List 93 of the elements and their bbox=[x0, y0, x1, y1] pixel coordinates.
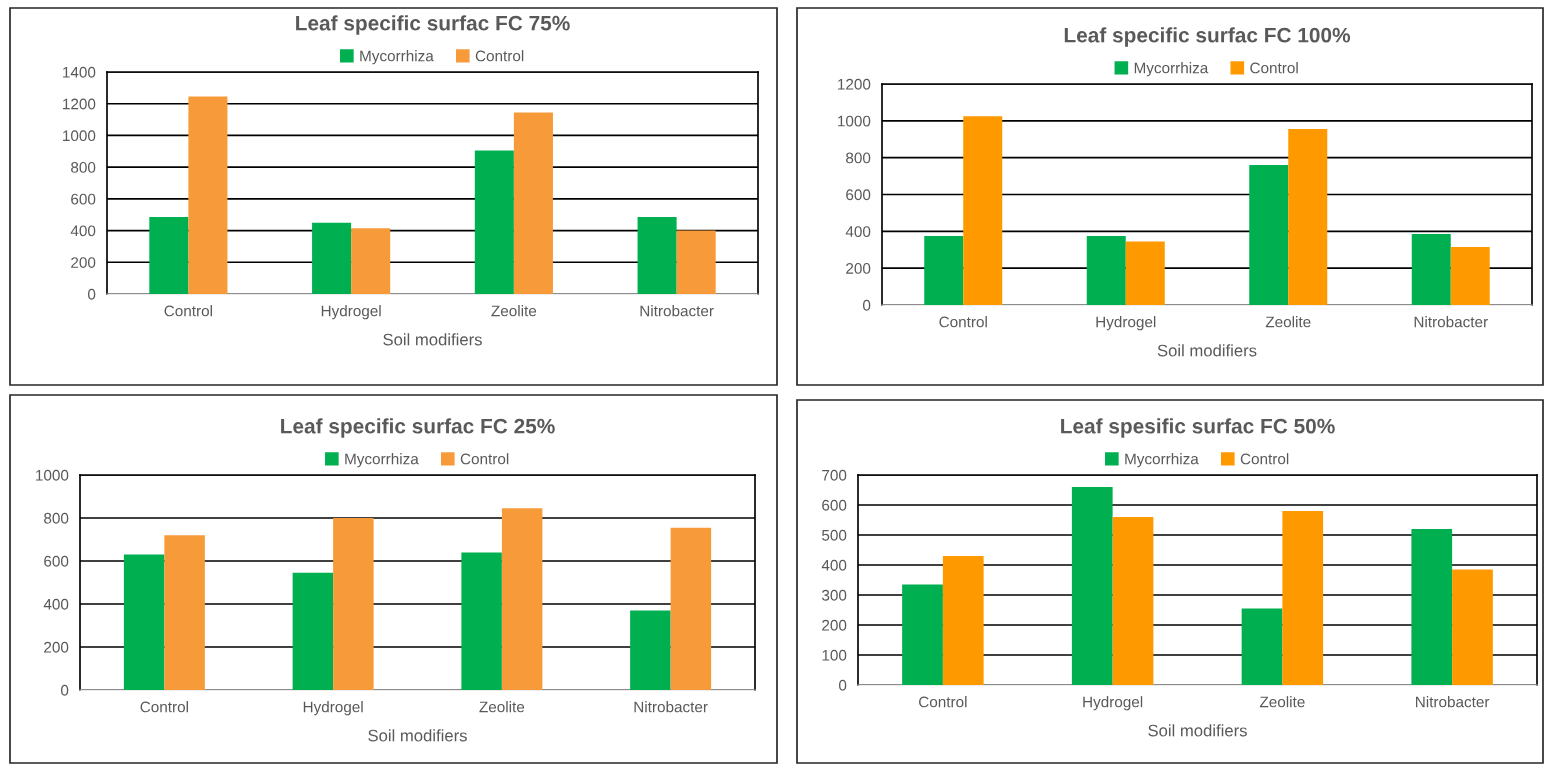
bar bbox=[164, 535, 205, 690]
y-tick-label: 0 bbox=[862, 299, 871, 311]
chart-title: Leaf specific surfac FC 75% bbox=[296, 15, 570, 35]
bar bbox=[1125, 241, 1165, 305]
x-tick-label: Control bbox=[919, 696, 967, 708]
x-tick-label: Zeolite bbox=[491, 305, 537, 317]
x-tick-label: Control bbox=[939, 316, 987, 328]
x-tick-label: Control bbox=[140, 701, 188, 713]
bar bbox=[637, 217, 677, 294]
y-tick-label: 200 bbox=[44, 641, 69, 653]
bar bbox=[1282, 511, 1324, 685]
bar bbox=[1249, 165, 1289, 305]
x-axis-title: Soil modifiers bbox=[383, 333, 482, 346]
y-tick-label: 0 bbox=[60, 684, 69, 696]
bar bbox=[1411, 529, 1453, 685]
x-tick-label: Hydrogel bbox=[321, 305, 381, 320]
y-tick-label: 400 bbox=[821, 559, 847, 571]
x-axis-title: Soil modifiers bbox=[1148, 724, 1247, 737]
bar bbox=[1411, 234, 1451, 305]
y-tick-label: 200 bbox=[822, 619, 847, 631]
y-tick-label: 800 bbox=[71, 162, 96, 173]
y-tick-label: 1200 bbox=[838, 78, 871, 90]
bar bbox=[1241, 608, 1283, 685]
legend-label: Mycorrhiza bbox=[1125, 453, 1199, 468]
x-tick-label: Hydrogel bbox=[1096, 316, 1156, 331]
chart-title: Leaf specific surfac FC 25% bbox=[281, 418, 555, 438]
legend-label: Mycorrhiza bbox=[360, 50, 434, 65]
bar bbox=[188, 96, 228, 294]
y-tick-label: 1400 bbox=[63, 66, 96, 78]
y-tick-label: 0 bbox=[87, 288, 96, 300]
y-tick-label: 600 bbox=[846, 189, 871, 201]
legend-label: Control bbox=[475, 50, 524, 62]
bar bbox=[1450, 246, 1490, 305]
y-tick-label: 400 bbox=[845, 226, 871, 238]
y-tick-label: 1000 bbox=[838, 115, 871, 127]
bar bbox=[513, 112, 553, 294]
y-tick-label: 200 bbox=[71, 257, 96, 268]
y-tick-label: 1000 bbox=[36, 469, 69, 481]
x-tick-label: Zeolite bbox=[479, 701, 525, 713]
y-tick-label: 1200 bbox=[63, 98, 96, 110]
chart-title: Leaf spesific surfac FC 50% bbox=[1061, 418, 1335, 438]
legend-label: Control bbox=[460, 453, 509, 465]
bar bbox=[351, 228, 391, 294]
bar bbox=[461, 552, 502, 690]
bar bbox=[123, 554, 165, 690]
x-tick-label: Hydrogel bbox=[303, 701, 363, 716]
x-tick-label: Nitrobacter bbox=[634, 701, 708, 713]
bar bbox=[312, 222, 352, 294]
bar bbox=[1288, 129, 1328, 305]
y-tick-label: 200 bbox=[846, 263, 871, 274]
y-tick-label: 600 bbox=[71, 193, 96, 205]
x-tick-label: Hydrogel bbox=[1083, 696, 1143, 711]
x-axis-title: Soil modifiers bbox=[368, 729, 467, 742]
legend-label: Control bbox=[1250, 62, 1298, 74]
y-tick-label: 600 bbox=[44, 555, 69, 567]
bar bbox=[292, 572, 334, 690]
x-tick-label: Nitrobacter bbox=[1416, 696, 1490, 708]
x-tick-label: Nitrobacter bbox=[640, 305, 714, 317]
legend-label: Mycorrhiza bbox=[345, 453, 419, 468]
x-tick-label: Nitrobacter bbox=[1414, 316, 1488, 328]
bar bbox=[1071, 487, 1113, 685]
bar bbox=[676, 230, 716, 294]
y-tick-label: 100 bbox=[822, 649, 847, 661]
x-tick-label: Zeolite bbox=[1259, 696, 1305, 708]
bar bbox=[670, 527, 712, 690]
y-tick-label: 800 bbox=[846, 152, 871, 164]
legend-label: Control bbox=[1240, 453, 1289, 465]
y-tick-label: 0 bbox=[838, 679, 847, 691]
y-tick-label: 500 bbox=[822, 529, 847, 541]
y-tick-label: 400 bbox=[70, 225, 96, 237]
bar bbox=[149, 217, 189, 294]
y-tick-label: 300 bbox=[821, 589, 847, 601]
bar bbox=[333, 518, 374, 690]
x-axis-title: Soil modifiers bbox=[1157, 344, 1257, 357]
bar bbox=[501, 508, 543, 690]
chart-title: Leaf specific surfac FC 100% bbox=[1064, 27, 1351, 47]
x-tick-label: Control bbox=[164, 305, 212, 317]
bar bbox=[942, 556, 984, 685]
y-tick-label: 600 bbox=[822, 499, 847, 511]
y-tick-label: 1000 bbox=[63, 130, 96, 142]
bar bbox=[1086, 235, 1126, 305]
bar bbox=[630, 610, 671, 690]
bar bbox=[924, 235, 964, 305]
bar bbox=[474, 150, 514, 294]
y-tick-label: 800 bbox=[44, 512, 69, 524]
legend-label: Mycorrhiza bbox=[1134, 62, 1209, 77]
y-tick-label: 400 bbox=[43, 598, 69, 610]
x-tick-label: Zeolite bbox=[1265, 316, 1311, 328]
bar bbox=[963, 116, 1003, 305]
y-tick-label: 700 bbox=[822, 469, 847, 481]
bar bbox=[1112, 517, 1154, 685]
bar bbox=[902, 584, 943, 685]
bar bbox=[1452, 569, 1493, 685]
